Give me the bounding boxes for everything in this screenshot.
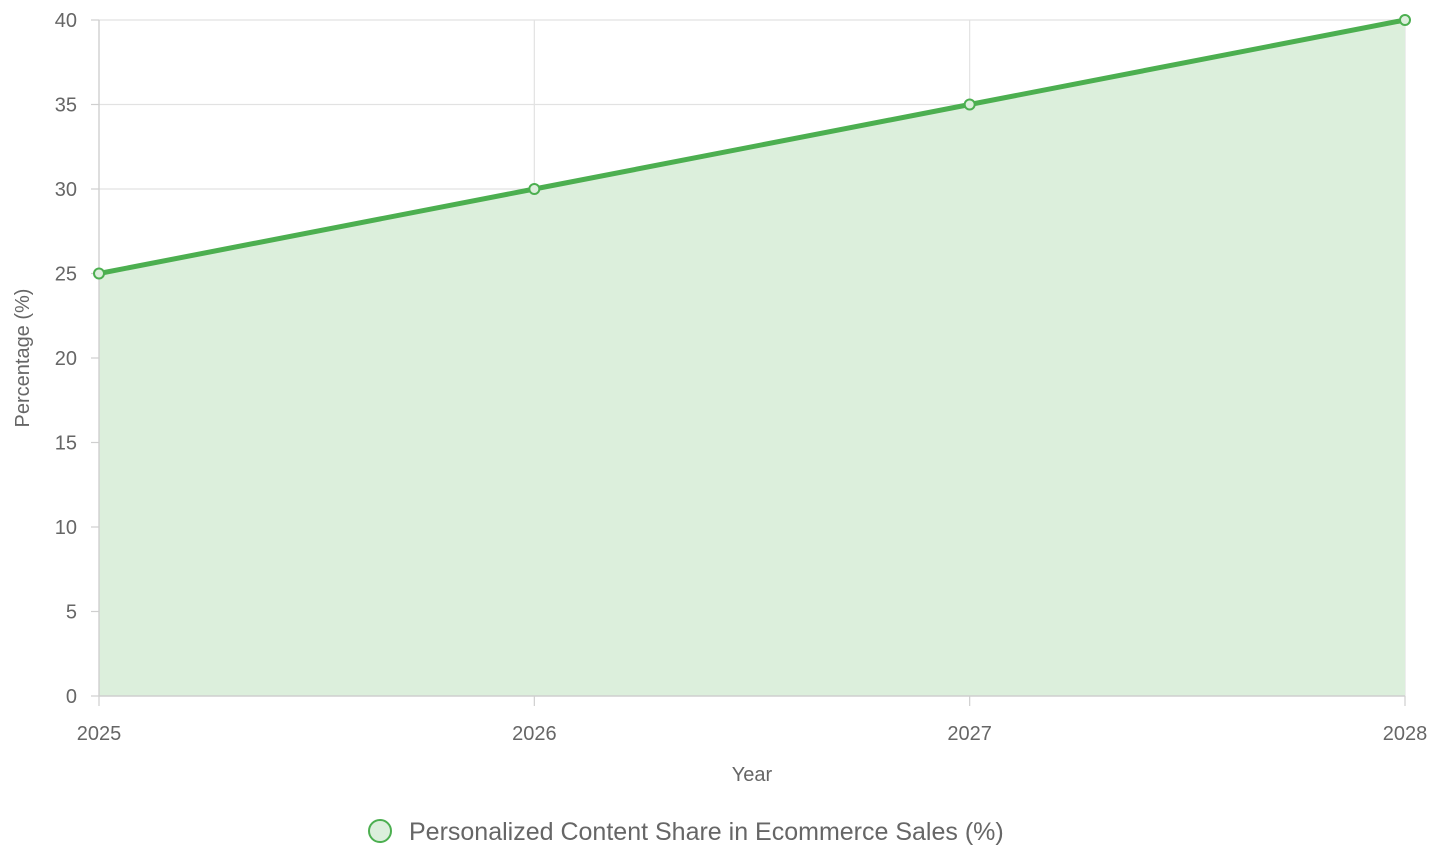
y-tick-label: 20 [55, 348, 77, 370]
series-line [96, 17, 1408, 276]
x-tick-label: 2025 [77, 723, 122, 745]
data-point[interactable] [1399, 14, 1411, 26]
y-tick-labels: 0 5 10 15 20 25 30 35 40 [55, 10, 77, 708]
data-point[interactable] [528, 183, 541, 195]
legend-label: Personalized Content Share in Ecommerce … [409, 818, 1004, 846]
axes [91, 19, 1406, 706]
data-point[interactable] [963, 98, 976, 111]
series-line-layer [96, 17, 1408, 276]
legend-marker [368, 819, 392, 843]
data-point[interactable] [93, 267, 105, 280]
y-tick-label: 25 [55, 264, 77, 286]
data-points [93, 14, 1411, 280]
x-axis-title: Year [732, 764, 773, 786]
x-tick-label: 2028 [1383, 723, 1428, 745]
y-tick-label: 15 [55, 433, 77, 455]
x-tick-label: 2027 [947, 723, 992, 745]
legend[interactable]: Personalized Content Share in Ecommerce … [368, 818, 1004, 846]
y-axis-title: Percentage (%) [12, 289, 34, 428]
y-tick-label: 40 [55, 10, 77, 32]
x-tick-label: 2026 [512, 723, 557, 745]
y-tick-label: 0 [66, 686, 77, 708]
y-tick-label: 35 [55, 95, 77, 117]
y-tick-label: 30 [55, 179, 77, 201]
series-area [99, 20, 1405, 696]
area-fill-layer [99, 20, 1405, 696]
x-tick-labels: 2025 2026 2027 2028 [77, 723, 1428, 745]
y-tick-label: 10 [55, 517, 77, 539]
y-tick-label: 5 [66, 602, 77, 624]
